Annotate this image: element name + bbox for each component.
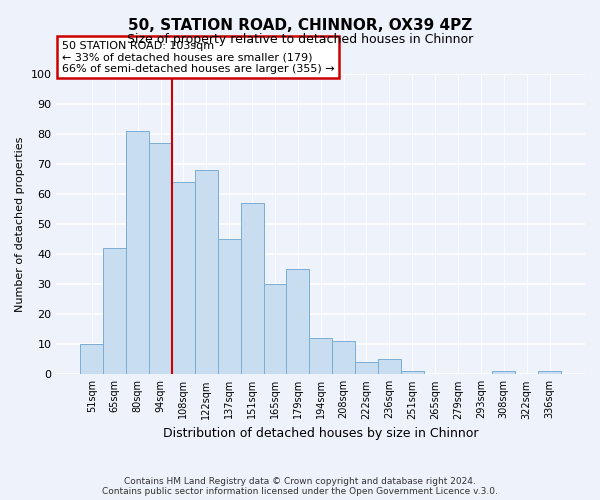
X-axis label: Distribution of detached houses by size in Chinnor: Distribution of detached houses by size … xyxy=(163,427,478,440)
Bar xyxy=(218,239,241,374)
Bar xyxy=(355,362,378,374)
Bar xyxy=(263,284,286,374)
Bar xyxy=(241,203,263,374)
Y-axis label: Number of detached properties: Number of detached properties xyxy=(15,136,25,312)
Text: 50, STATION ROAD, CHINNOR, OX39 4PZ: 50, STATION ROAD, CHINNOR, OX39 4PZ xyxy=(128,18,472,32)
Bar xyxy=(286,269,309,374)
Text: Contains public sector information licensed under the Open Government Licence v.: Contains public sector information licen… xyxy=(102,488,498,496)
Bar xyxy=(401,372,424,374)
Bar xyxy=(172,182,195,374)
Bar xyxy=(538,372,561,374)
Bar xyxy=(80,344,103,374)
Bar xyxy=(493,372,515,374)
Bar xyxy=(378,360,401,374)
Text: Size of property relative to detached houses in Chinnor: Size of property relative to detached ho… xyxy=(127,32,473,46)
Text: Contains HM Land Registry data © Crown copyright and database right 2024.: Contains HM Land Registry data © Crown c… xyxy=(124,478,476,486)
Bar xyxy=(149,143,172,374)
Bar xyxy=(103,248,126,374)
Bar xyxy=(126,131,149,374)
Text: 50 STATION ROAD: 103sqm
← 33% of detached houses are smaller (179)
66% of semi-d: 50 STATION ROAD: 103sqm ← 33% of detache… xyxy=(62,41,334,74)
Bar xyxy=(332,342,355,374)
Bar xyxy=(309,338,332,374)
Bar xyxy=(195,170,218,374)
